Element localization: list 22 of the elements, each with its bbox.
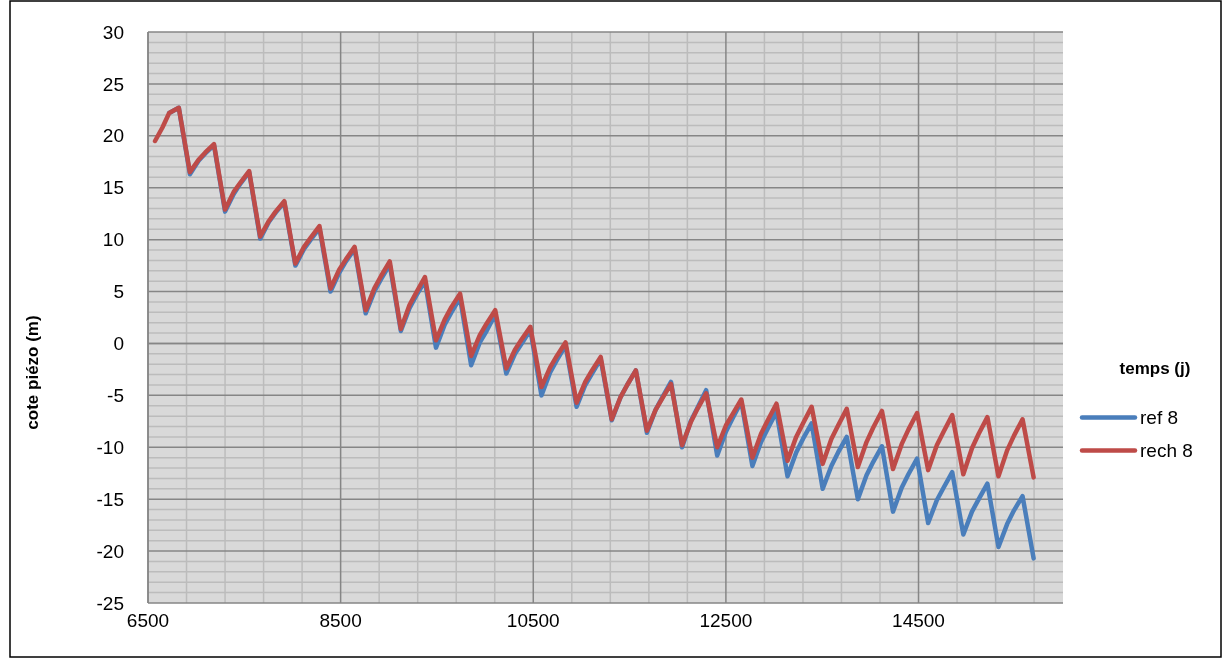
legend-label: ref 8 <box>1140 407 1179 429</box>
x-tick-label: 14500 <box>892 610 945 631</box>
line-series <box>152 105 1036 480</box>
x-tick-label: 8500 <box>319 610 362 631</box>
y-tick-label: 10 <box>102 229 124 251</box>
x-axis-title: temps (j) <box>1119 359 1191 379</box>
y-tick-label: -5 <box>107 385 124 407</box>
y-tick-label: -15 <box>96 488 124 510</box>
y-tick-label: 15 <box>102 177 124 199</box>
y-tick-label: 30 <box>102 21 124 43</box>
y-tick-label: 25 <box>102 73 124 95</box>
y-tick-label: 20 <box>102 125 124 147</box>
x-tick-label: 10500 <box>506 610 560 631</box>
y-tick-label: -20 <box>96 540 124 562</box>
y-tick-label: -25 <box>96 592 124 614</box>
y-tick-label: -10 <box>96 436 124 458</box>
x-tick-label: 12500 <box>699 610 753 631</box>
y-tick-label: 0 <box>113 333 124 355</box>
legend-label: rech 8 <box>1140 440 1193 462</box>
y-tick-label: 5 <box>113 281 124 303</box>
x-tick-label: 6500 <box>126 610 170 631</box>
y-axis-title: cote piézo (m) <box>23 315 42 430</box>
